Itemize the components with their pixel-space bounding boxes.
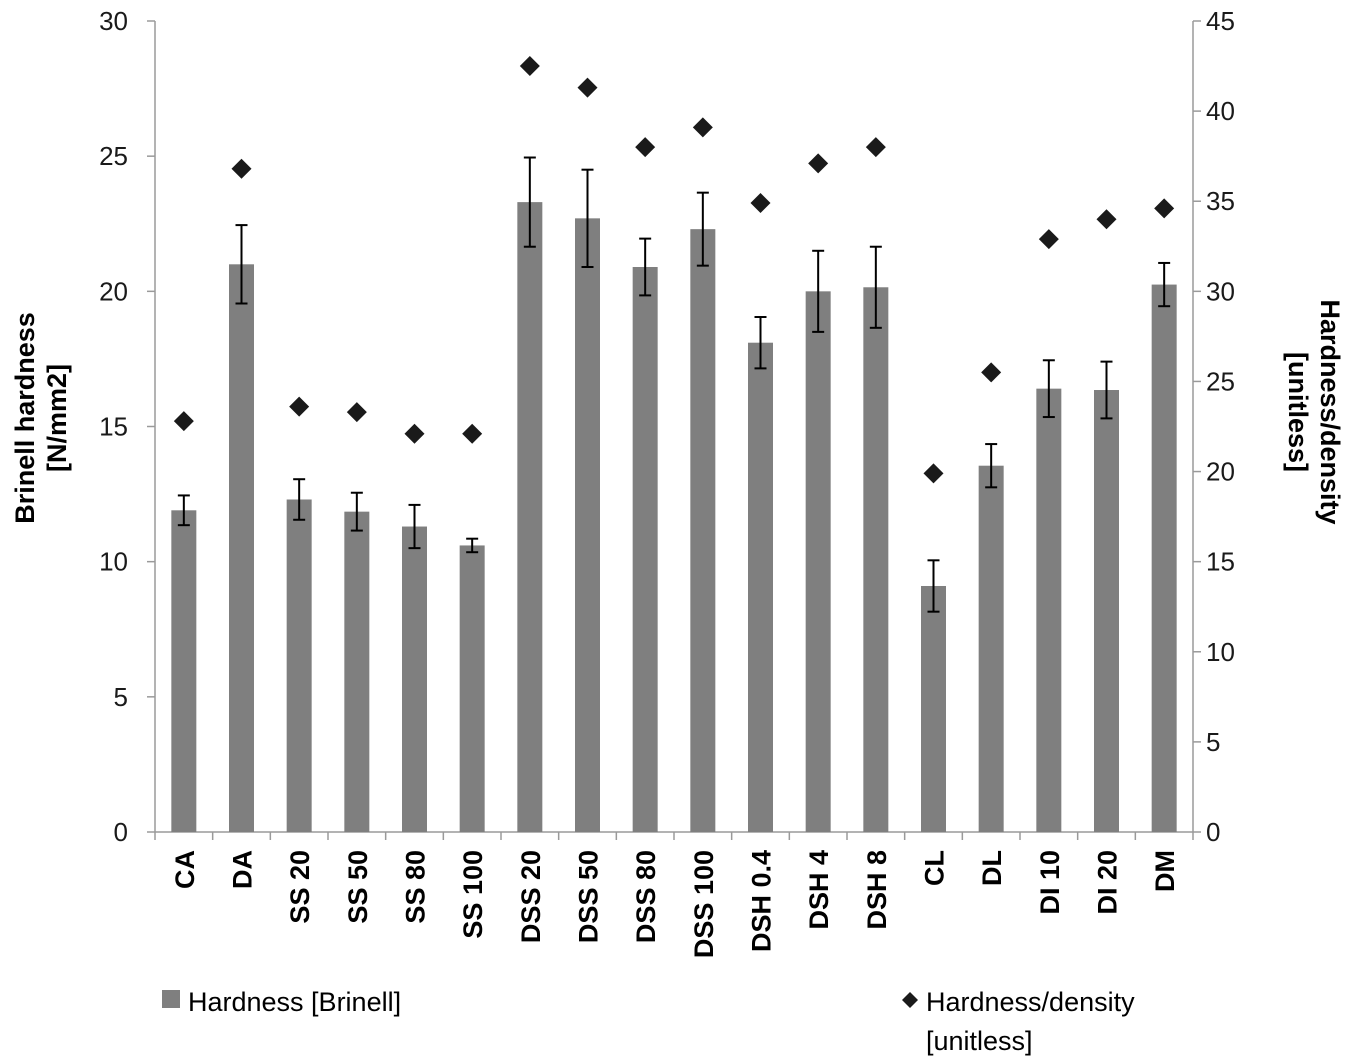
bar bbox=[805, 291, 831, 832]
bar bbox=[517, 202, 543, 832]
diamond-marker bbox=[923, 463, 944, 484]
right-tick-label: 5 bbox=[1206, 727, 1220, 757]
diamond-marker bbox=[404, 423, 425, 444]
category-label: DSS 100 bbox=[689, 850, 719, 958]
diamond-marker bbox=[750, 193, 771, 214]
left-tick-label: 5 bbox=[114, 682, 128, 712]
bars bbox=[171, 202, 1177, 833]
diamond-marker bbox=[1154, 198, 1175, 219]
category-label: SS 20 bbox=[285, 850, 315, 924]
legend-diamond-label-line1: Hardness/density bbox=[926, 987, 1135, 1017]
bar bbox=[344, 511, 370, 832]
left-tick-label: 20 bbox=[99, 276, 128, 306]
diamond-marker bbox=[1096, 209, 1117, 230]
bar bbox=[863, 287, 889, 832]
category-label: DL bbox=[977, 850, 1007, 886]
right-tick-label: 40 bbox=[1206, 96, 1235, 126]
bar bbox=[171, 510, 197, 832]
bar bbox=[921, 585, 946, 832]
right-tick-label: 45 bbox=[1206, 6, 1235, 36]
legend-diamond-icon bbox=[902, 992, 918, 1008]
category-label: SS 100 bbox=[458, 850, 488, 939]
left-tick-label: 10 bbox=[99, 547, 128, 577]
bar bbox=[1151, 284, 1177, 832]
category-label: DM bbox=[1150, 850, 1180, 892]
right-tick-label: 35 bbox=[1206, 186, 1235, 216]
diamond-marker bbox=[577, 77, 598, 98]
bar bbox=[402, 526, 427, 832]
category-label: DSS 20 bbox=[516, 850, 546, 943]
category-labels: CA DA SS 20 SS 50 SS 80 SS 100 DSS 20 DSS 50 DSS… bbox=[170, 850, 1180, 958]
category-label: DSH 8 bbox=[862, 850, 892, 930]
diamond-marker bbox=[1038, 229, 1059, 250]
left-tick-labels: 0 5 10 15 20 25 30 bbox=[99, 6, 128, 847]
diamond-marker bbox=[519, 56, 540, 77]
right-tick-label: 20 bbox=[1206, 457, 1235, 487]
category-label: DA bbox=[228, 850, 258, 889]
diamond-marker bbox=[289, 396, 310, 417]
right-tick-label: 25 bbox=[1206, 366, 1235, 396]
markers bbox=[173, 56, 1175, 484]
category-label: DSH 0.4 bbox=[747, 850, 777, 952]
legend: Hardness [Brinell] Hardness/density [uni… bbox=[162, 987, 1135, 1056]
axes bbox=[147, 20, 1201, 840]
bar bbox=[229, 264, 254, 832]
bar bbox=[978, 465, 1004, 832]
legend-diamond-label-line2: [unitless] bbox=[926, 1026, 1033, 1056]
diamond-marker bbox=[462, 423, 483, 444]
legend-bar-swatch bbox=[162, 990, 180, 1008]
bar bbox=[632, 267, 658, 833]
right-axis-title-line2: [unitless] bbox=[1283, 352, 1313, 472]
category-label: DSS 80 bbox=[631, 850, 661, 943]
right-tick-label: 30 bbox=[1206, 276, 1235, 306]
left-tick-label: 0 bbox=[114, 817, 128, 847]
category-label: CA bbox=[170, 850, 200, 889]
category-label: DSS 50 bbox=[574, 850, 604, 943]
right-tick-label: 15 bbox=[1206, 547, 1235, 577]
category-label: DI 10 bbox=[1035, 850, 1065, 915]
left-axis-title-line1: Brinell hardness bbox=[10, 312, 40, 524]
diamond-marker bbox=[692, 117, 713, 138]
right-tick-label: 10 bbox=[1206, 637, 1235, 667]
category-label: CL bbox=[920, 850, 950, 886]
category-label: SS 50 bbox=[343, 850, 373, 924]
left-tick-label: 25 bbox=[99, 141, 128, 171]
bar bbox=[1094, 390, 1119, 832]
diamond-marker bbox=[808, 153, 829, 174]
bar bbox=[286, 499, 312, 832]
left-axis-title-line2: [N/mm2] bbox=[42, 364, 72, 472]
right-tick-label: 0 bbox=[1206, 817, 1220, 847]
right-tick-labels: 0 5 10 15 20 25 30 35 40 45 bbox=[1206, 6, 1235, 847]
diamond-marker bbox=[173, 411, 194, 432]
bar bbox=[748, 342, 773, 832]
category-label: SS 80 bbox=[401, 850, 431, 924]
category-label: DI 20 bbox=[1093, 850, 1123, 915]
error-bars bbox=[177, 156, 1171, 613]
bar bbox=[459, 545, 485, 832]
diamond-marker bbox=[346, 402, 367, 423]
bar bbox=[690, 229, 716, 832]
diamond-marker bbox=[981, 362, 1002, 383]
left-tick-label: 30 bbox=[99, 6, 128, 36]
bar bbox=[1036, 388, 1062, 832]
diamond-marker bbox=[865, 137, 886, 158]
legend-bar-label: Hardness [Brinell] bbox=[188, 987, 401, 1017]
right-axis-title-line1: Hardness/density bbox=[1315, 299, 1345, 524]
diamond-marker bbox=[635, 137, 656, 158]
bar bbox=[575, 218, 600, 833]
left-tick-label: 15 bbox=[99, 412, 128, 442]
diamond-marker bbox=[231, 158, 252, 179]
category-label: DSH 4 bbox=[804, 850, 834, 930]
